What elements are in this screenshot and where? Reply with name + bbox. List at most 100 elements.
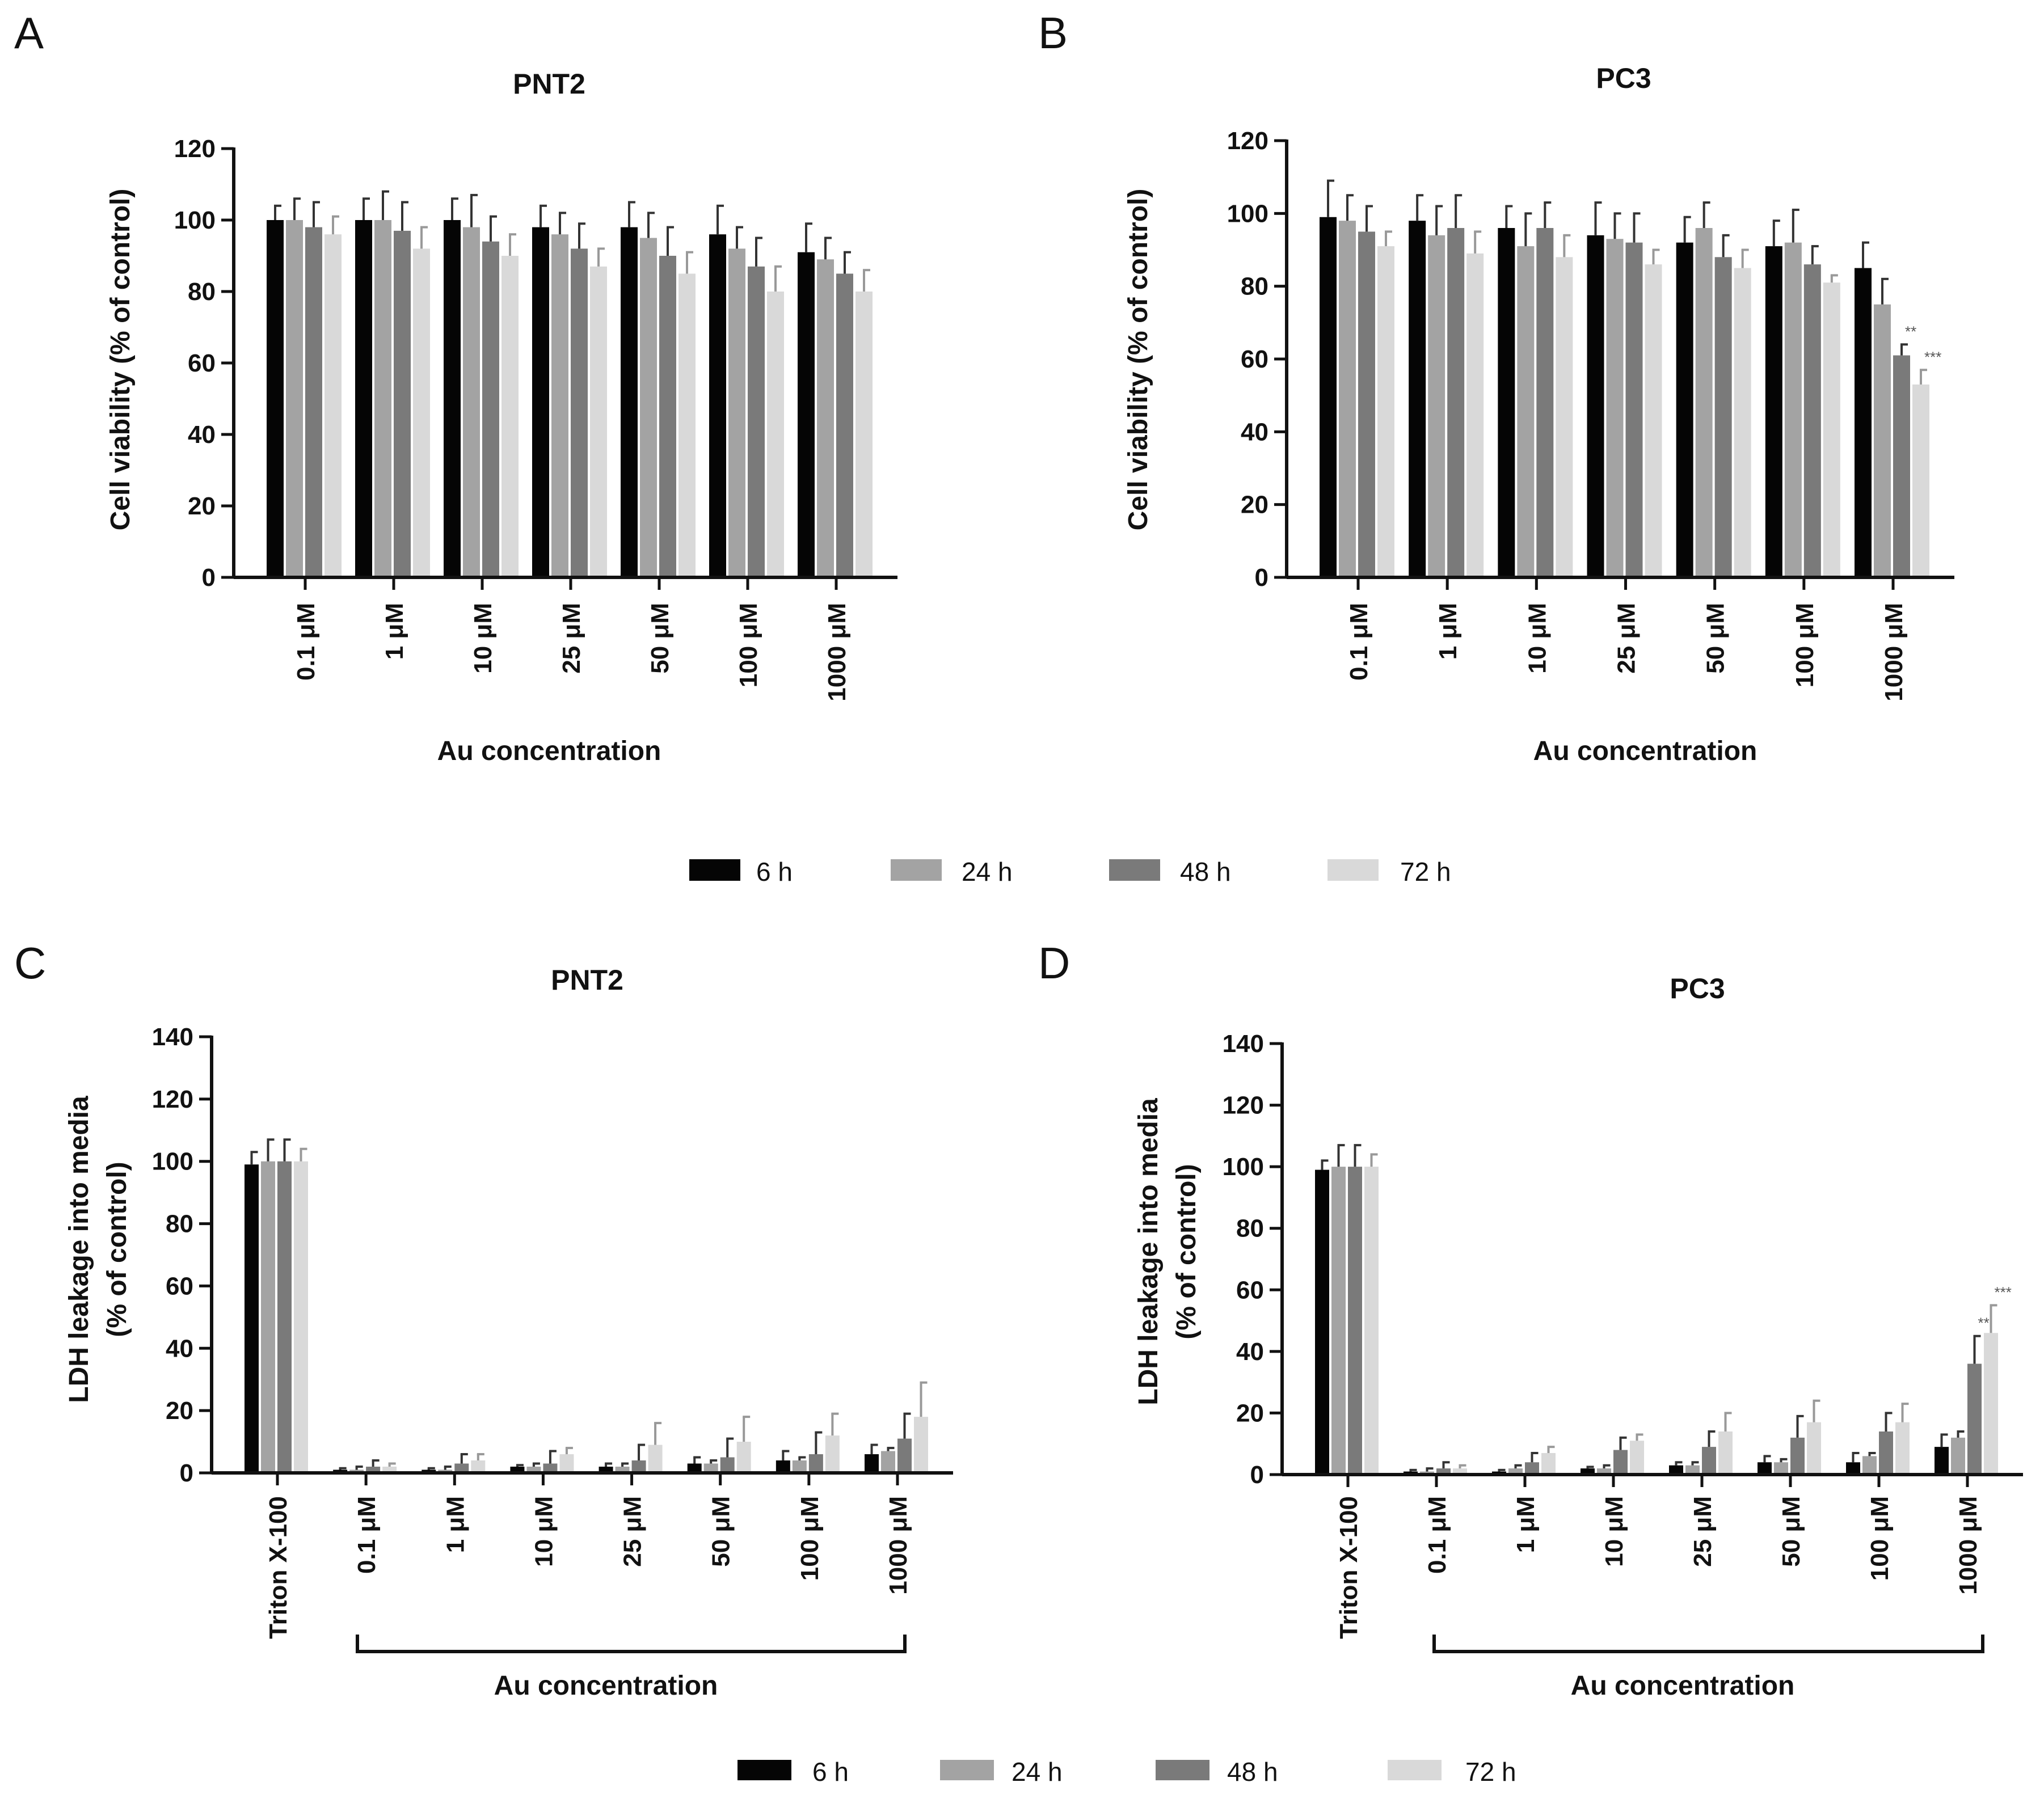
- y-tick-label: 60: [1236, 1276, 1264, 1304]
- bar-72h-5: [1807, 1422, 1821, 1475]
- bar-48h-0: [1358, 231, 1375, 578]
- bar-6h-0: [245, 1164, 259, 1473]
- y-tick-label: 120: [152, 1086, 193, 1113]
- bar-48h-0: [277, 1161, 292, 1473]
- bar-72h-0: [324, 234, 342, 577]
- panel-letter: C: [14, 938, 46, 988]
- x-axis-title: Au concentration: [1533, 736, 1758, 766]
- bar-6h-4: [599, 1467, 613, 1473]
- y-tick-label: 100: [1223, 1153, 1264, 1181]
- bar-6h-4: [1669, 1465, 1683, 1475]
- bar-72h-7: [914, 1417, 928, 1473]
- significance-marker: **: [1978, 1315, 1990, 1332]
- y-axis-title-2: (% of control): [102, 1162, 132, 1337]
- bar-24h-0: [286, 220, 303, 577]
- y-tick-label: 120: [174, 135, 216, 163]
- bar-48h-7: [1967, 1363, 1982, 1475]
- panel-letter: A: [14, 8, 44, 58]
- bar-24h-6: [1874, 304, 1891, 577]
- bar-24h-4: [1695, 228, 1713, 577]
- y-axis-title: LDH leakage into media: [64, 1096, 94, 1403]
- bar-6h-1: [1409, 221, 1426, 578]
- x-tick-label: 0.1 μM: [292, 603, 320, 681]
- bar-48h-2: [482, 241, 499, 577]
- bar-48h-6: [808, 1454, 823, 1473]
- y-tick-label: 20: [1236, 1399, 1264, 1427]
- bar-6h-5: [1765, 246, 1782, 577]
- bar-6h-6: [798, 252, 815, 577]
- y-tick-label: 40: [166, 1335, 193, 1362]
- bar-6h-6: [1855, 268, 1872, 577]
- x-tick-label: 25 μM: [619, 1496, 647, 1567]
- legend-swatch-72h: [1388, 1760, 1442, 1780]
- x-tick-label: 10 μM: [469, 603, 497, 674]
- concentration-bracket: [356, 1635, 907, 1653]
- bar-48h-3: [571, 248, 588, 577]
- x-tick-label: 0.1 μM: [1345, 603, 1373, 681]
- bar-72h-1: [382, 1467, 397, 1473]
- bar-48h-6: [1879, 1431, 1893, 1475]
- bar-48h-5: [720, 1457, 735, 1473]
- bar-48h-4: [1702, 1447, 1716, 1475]
- panel-b: B PC3 Cell viability (% of control) Au c…: [1038, 8, 1954, 766]
- y-tick-label: 140: [152, 1023, 193, 1051]
- bar-24h-1: [374, 220, 391, 577]
- legend-label: 72 h: [1465, 1757, 1516, 1787]
- x-tick-label: 1 μM: [1512, 1496, 1540, 1553]
- y-tick-label: 60: [166, 1272, 193, 1300]
- bar-48h-2: [454, 1463, 469, 1473]
- bar-72h-3: [1630, 1441, 1644, 1475]
- bar-72h-6: [855, 292, 873, 577]
- bar-48h-7: [897, 1438, 912, 1473]
- x-tick-label: Triton X-100: [264, 1496, 292, 1639]
- bar-72h-3: [1645, 264, 1662, 578]
- y-tick-label: 60: [188, 349, 216, 377]
- bar-6h-3: [1587, 235, 1604, 577]
- bar-6h-3: [532, 227, 549, 578]
- bar-24h-3: [551, 234, 568, 577]
- bar-72h-1: [1453, 1468, 1467, 1475]
- significance-marker: ***: [1995, 1283, 2012, 1300]
- bar-72h-6: [1912, 384, 1929, 577]
- legend-label: 24 h: [1012, 1757, 1063, 1787]
- bar-24h-7: [881, 1451, 895, 1473]
- y-axis-title: LDH leakage into media: [1133, 1098, 1164, 1405]
- y-tick-label: 60: [1241, 345, 1268, 373]
- legend-label: 48 h: [1227, 1757, 1278, 1787]
- bar-24h-2: [1508, 1468, 1523, 1475]
- bar-48h-0: [305, 227, 322, 578]
- bar-48h-0: [1348, 1167, 1362, 1475]
- bar-24h-1: [1428, 235, 1445, 577]
- y-tick-label: 80: [166, 1210, 193, 1238]
- bar-72h-2: [1541, 1453, 1556, 1475]
- x-tick-label: 100 μM: [796, 1496, 824, 1581]
- y-tick-label: 120: [1227, 127, 1268, 155]
- x-tick-label: 10 μM: [1523, 603, 1551, 674]
- bar-48h-2: [1525, 1462, 1539, 1475]
- x-tick-label: 50 μM: [707, 1496, 735, 1567]
- significance-marker: **: [1905, 323, 1916, 340]
- bar-24h-0: [1339, 221, 1356, 578]
- plot-area: 0.1 μM 1 μM 10 μM 25 μM 50 μM 100 μM 1000 μM **…: [1227, 127, 1954, 702]
- bar-72h-2: [1556, 257, 1573, 577]
- bar-6h-6: [776, 1460, 790, 1473]
- bar-48h-5: [748, 266, 765, 577]
- bar-24h-5: [1784, 242, 1802, 578]
- legend-swatch-6h: [689, 859, 740, 881]
- bar-24h-4: [640, 238, 657, 577]
- bar-48h-3: [1613, 1450, 1628, 1475]
- bar-72h-0: [294, 1161, 308, 1473]
- bar-6h-5: [1758, 1462, 1772, 1475]
- x-tick-label: 1000 μM: [1880, 603, 1908, 702]
- plot-area: Triton X-100 0.1 μM 1 μM 10 μM 25 μM 50 μM 100…: [152, 1023, 953, 1639]
- legend-swatch-48h: [1109, 859, 1160, 881]
- bar-72h-4: [678, 273, 696, 577]
- y-tick-label: 0: [180, 1459, 193, 1487]
- legend-label: 6 h: [812, 1757, 849, 1787]
- bar-6h-0: [267, 220, 284, 577]
- panel-letter: D: [1038, 938, 1070, 988]
- chart-title: PNT2: [551, 964, 623, 996]
- bar-6h-4: [621, 227, 638, 578]
- bar-48h-2: [1536, 228, 1554, 577]
- bar-48h-3: [543, 1463, 558, 1473]
